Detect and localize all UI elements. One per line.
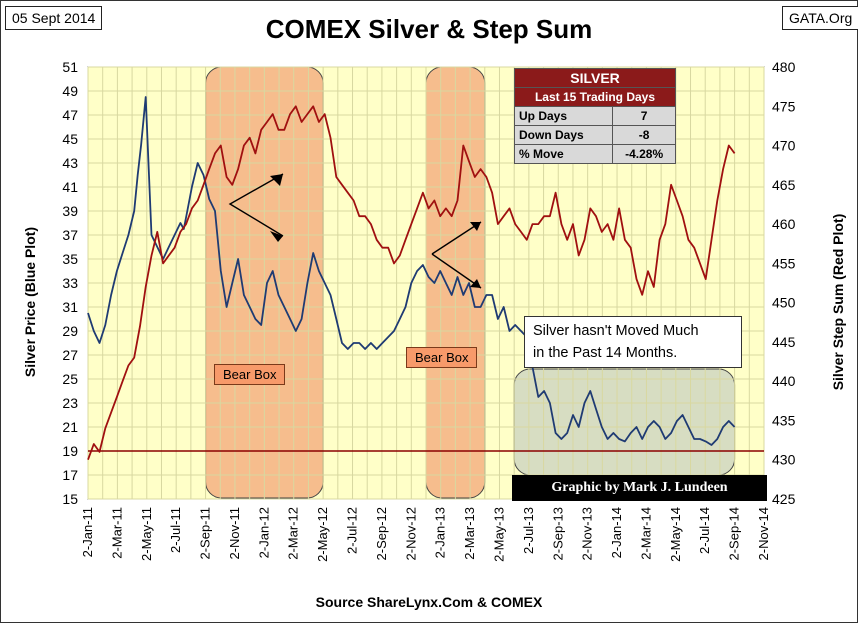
chart-title: COMEX Silver & Step Sum: [265, 14, 593, 44]
arrow-head: [470, 279, 481, 288]
row-value: 7: [612, 106, 676, 126]
left-tick-label: 15: [62, 491, 78, 507]
bear-box-label-1: Bear Box: [214, 364, 286, 385]
left-tick-label: 41: [62, 179, 78, 195]
silver-price-line: [87, 96, 736, 446]
x-tick-label: 2-Jan-11: [80, 507, 95, 557]
table-subtitle: Last 15 Trading Days: [514, 87, 676, 107]
row-label: Up Days: [513, 106, 614, 126]
left-tick-label: 47: [62, 107, 78, 123]
x-tick-label: 2-Jan-12: [256, 507, 271, 558]
x-tick-label: 2-Sep-11: [198, 507, 213, 560]
x-tick-label: 2-Jul-14: [697, 507, 712, 554]
left-tick-label: 51: [62, 59, 78, 75]
x-tick-label: 2-May-12: [315, 507, 330, 562]
left-tick-label: 31: [62, 299, 78, 315]
left-tick-label: 27: [62, 347, 78, 363]
x-tick-label: 2-Nov-12: [403, 507, 418, 560]
shaded-region: [513, 368, 736, 476]
x-tick-label: 2-Jul-12: [345, 507, 360, 554]
left-tick-label: 21: [62, 419, 78, 435]
x-tick-label: 2-Mar-11: [109, 507, 124, 559]
annotation-note: Silver hasn't Moved Much in the Past 14 …: [524, 316, 742, 368]
table-row: Down Days -8: [513, 125, 676, 145]
right-tick-label: 470: [772, 138, 796, 154]
right-tick-label: 465: [772, 177, 796, 193]
right-tick-label: 475: [772, 98, 796, 114]
table-title: SILVER: [514, 68, 676, 88]
left-tick-label: 37: [62, 227, 78, 243]
arrow-head: [270, 231, 283, 242]
right-axis-label: Silver Step Sum (Red Plot): [830, 213, 846, 391]
table-row: % Move -4.28%: [513, 144, 676, 164]
bear-box-label-2: Bear Box: [406, 347, 478, 368]
step-sum-line: [87, 105, 736, 461]
right-tick-label: 455: [772, 255, 796, 271]
x-tick-label: 2-Jul-13: [521, 507, 536, 554]
arrow-annotation: [431, 221, 482, 255]
arrow-annotation: [228, 173, 284, 237]
x-tick-label: 2-Jan-13: [433, 507, 448, 558]
row-label: % Move: [513, 144, 614, 164]
source-label: Source ShareLynx.Com & COMEX: [315, 594, 543, 610]
right-tick-label: 440: [772, 373, 796, 389]
x-tick-label: 2-Mar-14: [638, 507, 653, 560]
right-tick-label: 430: [772, 452, 796, 468]
arrow-head: [470, 222, 481, 231]
left-tick-label: 35: [62, 251, 78, 267]
x-tick-label: 2-May-14: [668, 507, 683, 562]
x-tick-label: 2-Nov-11: [227, 507, 242, 560]
right-tick-label: 425: [772, 491, 796, 507]
arrow-head: [270, 174, 283, 186]
date-label: 05 Sept 2014: [5, 6, 103, 30]
row-label: Down Days: [513, 125, 614, 145]
table-row: Up Days 7: [513, 106, 676, 126]
x-tick-label: 2-Mar-13: [462, 507, 477, 560]
x-tick-label: 2-Sep-13: [550, 507, 565, 560]
row-value: -8: [612, 125, 676, 145]
x-tick-label: 2-Jan-14: [609, 507, 624, 558]
x-tick-label: 2-Sep-14: [727, 507, 742, 560]
left-tick-label: 33: [62, 275, 78, 291]
x-tick-label: 2-May-13: [491, 507, 506, 562]
x-tick-label: 2-Mar-12: [286, 507, 301, 560]
x-tick-label: 2-Jul-11: [168, 507, 183, 553]
note-line-1: Silver hasn't Moved Much: [533, 323, 699, 339]
left-tick-label: 43: [62, 155, 78, 171]
left-tick-label: 19: [62, 443, 78, 459]
left-tick-label: 49: [62, 83, 78, 99]
left-tick-label: 29: [62, 323, 78, 339]
x-tick-label: 2-Nov-13: [580, 507, 595, 560]
credit-label: Graphic by Mark J. Lundeen: [512, 475, 767, 501]
left-tick-label: 45: [62, 131, 78, 147]
site-label: GATA.Org: [782, 6, 858, 30]
x-tick-label: 2-Sep-12: [374, 507, 389, 560]
arrow-annotation: [431, 253, 482, 289]
right-tick-label: 480: [772, 59, 796, 75]
row-value: -4.28%: [612, 144, 676, 164]
right-tick-label: 460: [772, 216, 796, 232]
x-tick-label: 2-May-11: [139, 507, 154, 561]
left-tick-label: 25: [62, 371, 78, 387]
left-axis-label: Silver Price (Blue Plot): [22, 226, 38, 378]
left-tick-label: 17: [62, 467, 78, 483]
right-tick-label: 450: [772, 295, 796, 311]
note-line-2: in the Past 14 Months.: [533, 345, 678, 361]
right-tick-label: 445: [772, 334, 796, 350]
left-tick-label: 39: [62, 203, 78, 219]
silver-summary-table: SILVER Last 15 Trading Days Up Days 7 Do…: [513, 68, 676, 164]
right-tick-label: 435: [772, 412, 796, 428]
x-tick-label: 2-Nov-14: [756, 507, 771, 560]
left-tick-label: 23: [62, 395, 78, 411]
